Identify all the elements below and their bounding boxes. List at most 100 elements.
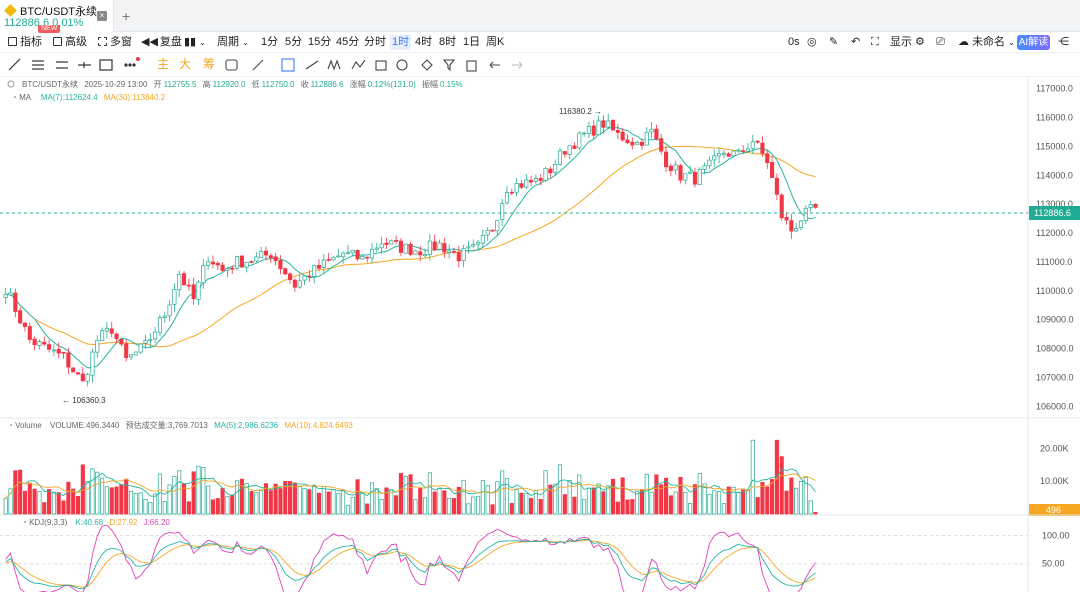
advanced-button[interactable]: 高级 — [53, 35, 87, 50]
chip-tool[interactable]: 筹 — [203, 57, 216, 71]
volume-bar — [630, 499, 635, 515]
volume-bar — [779, 456, 784, 515]
candle-body — [95, 340, 100, 353]
volume-bar — [625, 499, 630, 515]
volume-bar — [447, 497, 452, 515]
timeframe-2[interactable]: 15分 — [308, 36, 332, 48]
candle-body — [779, 194, 784, 219]
coin-icon — [4, 4, 17, 17]
snapshot-icon[interactable]: ⎚ — [936, 36, 945, 48]
main-tool[interactable]: 主 — [157, 57, 170, 71]
timeframe-6[interactable]: 4时 — [415, 36, 433, 48]
add-tab-icon[interactable]: + — [122, 8, 131, 24]
candle-body — [437, 242, 442, 250]
price-tick: 110000.0 — [1036, 286, 1073, 296]
timeframe-1[interactable]: 5分 — [285, 36, 303, 48]
timeframe-9[interactable]: 周K — [486, 36, 505, 48]
indicators-button[interactable]: 指标 — [8, 35, 42, 50]
layout-dropdown[interactable]: ☁ 未命名 ⌄ — [958, 36, 1015, 48]
filter-icon[interactable] — [442, 59, 456, 72]
candle-body — [13, 292, 18, 312]
wave-icon[interactable] — [351, 59, 366, 70]
undo-icon[interactable] — [489, 61, 500, 69]
candle-body — [191, 284, 196, 300]
tag-icon[interactable] — [421, 59, 433, 71]
share-icon[interactable]: ⋲ — [1058, 36, 1069, 48]
multi-window-button[interactable]: 多窗 — [98, 35, 132, 50]
volume-bar — [765, 486, 770, 515]
volume-bar — [480, 480, 485, 515]
display-button[interactable]: 显示 — [890, 36, 912, 48]
volume-ma10-line — [5, 473, 816, 499]
hline-tool-icon[interactable] — [32, 60, 44, 70]
candle-body — [22, 322, 28, 327]
ray-tool-icon[interactable] — [78, 62, 91, 68]
timeframe-3[interactable]: 45分 — [336, 36, 360, 48]
tab-btc-usdt[interactable]: BTC/USDT永续 112886.6 0.01% NEW × — [0, 0, 114, 33]
volume-bar — [726, 486, 731, 515]
candle-body — [85, 374, 90, 382]
candle-body — [726, 153, 731, 157]
trendline-tool-icon[interactable] — [8, 58, 21, 71]
rectangle-tool-icon[interactable] — [99, 59, 113, 71]
ai-analysis-button[interactable]: AI解读 — [1017, 35, 1050, 50]
period-dropdown[interactable]: 周期 ⌄ — [217, 36, 249, 48]
chart-area[interactable]: 117000.0 116000.0 115000.0 114000.0 113000.0… — [0, 77, 1080, 592]
settings-icon[interactable]: ⚙ — [915, 36, 925, 48]
candle-body — [548, 168, 553, 174]
price-tick: 114000.0 — [1036, 170, 1073, 180]
volume-bar — [369, 482, 375, 515]
timeframe-7[interactable]: 8时 — [439, 36, 457, 48]
redo-icon[interactable] — [512, 61, 523, 69]
magnet-icon[interactable] — [225, 59, 238, 71]
volume-bar — [244, 483, 249, 515]
candle-body — [808, 204, 813, 208]
lock-icon[interactable] — [375, 60, 387, 71]
chart-type-button[interactable]: ▮▮ ⌄ — [184, 35, 206, 50]
volume-bar — [133, 492, 138, 515]
candle-body — [442, 243, 447, 253]
ruler-icon[interactable] — [305, 60, 319, 70]
big-tool[interactable]: 大 — [179, 57, 192, 71]
volume-bar — [47, 488, 52, 515]
timeframe-4[interactable]: 分时 — [364, 36, 386, 48]
volume-bar — [95, 471, 100, 515]
volume-bar — [61, 500, 66, 515]
candle-body — [278, 260, 283, 270]
camera-icon[interactable]: ◎ — [807, 36, 817, 48]
timeframe-0[interactable]: 1分 — [261, 36, 279, 48]
candle-body — [668, 165, 673, 172]
trash-icon[interactable] — [466, 60, 477, 72]
candle-body — [403, 243, 408, 254]
volume-bar — [186, 501, 191, 515]
volume-bar — [114, 486, 119, 515]
edit-icon[interactable]: ✎ — [829, 36, 839, 48]
multi-window-icon — [98, 37, 107, 46]
replay-button[interactable]: ◀◀ 复盘 — [141, 36, 182, 48]
parallel-tool-icon[interactable] — [56, 61, 68, 69]
volume-bar — [591, 487, 596, 515]
undo-arrow-icon[interactable]: ↶ — [851, 36, 861, 48]
candle-body — [32, 338, 37, 346]
timeframe-8[interactable]: 1日 — [463, 36, 481, 48]
timeframe-5[interactable]: 1时 — [390, 35, 412, 50]
candle-body — [133, 351, 138, 356]
volume-legend: ◔ Volume VOLUME:496.3440 预估成交量:3,769.701… — [8, 420, 353, 430]
volume-bar — [307, 489, 312, 515]
candle-body — [75, 372, 81, 375]
eye-icon[interactable] — [396, 59, 408, 71]
close-tab-icon[interactable]: × — [97, 11, 107, 21]
volume-bar — [196, 465, 201, 515]
collapse-icon[interactable] — [7, 80, 15, 88]
more-tools-icon[interactable] — [124, 63, 136, 67]
candle-body — [148, 339, 153, 341]
candle-body — [297, 280, 302, 288]
fullscreen-icon[interactable]: ⛶ — [871, 36, 879, 48]
pattern-icon[interactable] — [327, 59, 341, 71]
copy-icon[interactable] — [281, 58, 295, 72]
candle-body — [500, 203, 505, 220]
chevron-down-icon: ⌄ — [242, 38, 249, 47]
volume-bar — [56, 492, 61, 515]
candle-body — [104, 327, 109, 332]
pen-icon[interactable] — [252, 59, 264, 71]
